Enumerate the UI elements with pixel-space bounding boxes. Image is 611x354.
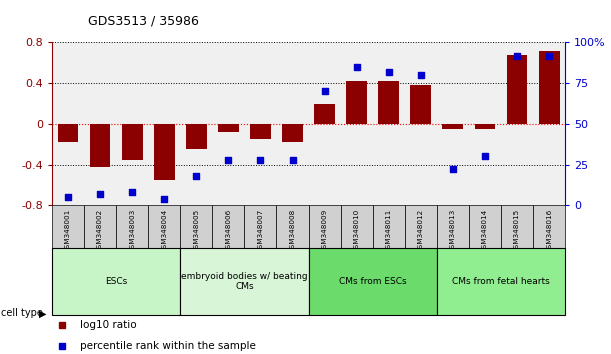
Text: CMs from fetal hearts: CMs from fetal hearts xyxy=(452,277,550,286)
Bar xyxy=(309,205,341,276)
Point xyxy=(127,189,137,195)
Point xyxy=(384,69,393,75)
Bar xyxy=(250,124,271,139)
Bar xyxy=(282,124,303,142)
Point xyxy=(255,157,265,162)
Bar xyxy=(309,248,437,315)
Text: GSM348005: GSM348005 xyxy=(193,209,199,253)
Text: GSM348002: GSM348002 xyxy=(97,209,103,253)
Text: cell type: cell type xyxy=(1,308,43,318)
Bar xyxy=(341,205,373,276)
Bar xyxy=(218,124,239,132)
Text: GDS3513 / 35986: GDS3513 / 35986 xyxy=(88,14,199,27)
Text: GSM348012: GSM348012 xyxy=(418,209,424,253)
Bar xyxy=(116,205,148,276)
Text: GSM348009: GSM348009 xyxy=(321,209,327,253)
Bar xyxy=(180,205,213,276)
Bar xyxy=(501,205,533,276)
Text: embryoid bodies w/ beating
CMs: embryoid bodies w/ beating CMs xyxy=(181,272,308,291)
Point xyxy=(448,167,458,172)
Text: GSM348011: GSM348011 xyxy=(386,209,392,253)
Bar xyxy=(475,124,496,129)
Bar xyxy=(57,124,78,142)
Point xyxy=(352,64,362,70)
Text: GSM348013: GSM348013 xyxy=(450,209,456,253)
Text: percentile rank within the sample: percentile rank within the sample xyxy=(80,341,256,351)
Point xyxy=(544,53,554,58)
Point xyxy=(95,191,105,197)
Bar xyxy=(437,205,469,276)
Bar xyxy=(213,205,244,276)
Bar xyxy=(539,51,560,124)
Bar xyxy=(180,248,309,315)
Bar xyxy=(507,55,527,124)
Text: GSM348014: GSM348014 xyxy=(482,209,488,253)
Text: GSM348007: GSM348007 xyxy=(257,209,263,253)
Point xyxy=(320,88,329,94)
Text: GSM348003: GSM348003 xyxy=(129,209,135,253)
Bar xyxy=(442,124,463,129)
Text: ESCs: ESCs xyxy=(105,277,127,286)
Point xyxy=(480,154,490,159)
Bar xyxy=(52,248,180,315)
Point xyxy=(224,157,233,162)
Bar xyxy=(346,81,367,124)
Point xyxy=(416,72,426,78)
Bar xyxy=(437,248,565,315)
Bar xyxy=(405,205,437,276)
Bar xyxy=(469,205,501,276)
Bar xyxy=(122,124,142,160)
Text: GSM348006: GSM348006 xyxy=(225,209,232,253)
Point xyxy=(191,173,201,179)
Point xyxy=(159,196,169,202)
Bar xyxy=(314,104,335,124)
Bar xyxy=(378,81,399,124)
Bar xyxy=(84,205,116,276)
Text: GSM348010: GSM348010 xyxy=(354,209,360,253)
Point xyxy=(512,53,522,58)
Point xyxy=(63,194,73,200)
Text: GSM348016: GSM348016 xyxy=(546,209,552,253)
Text: GSM348004: GSM348004 xyxy=(161,209,167,253)
Text: log10 ratio: log10 ratio xyxy=(80,320,137,330)
Bar xyxy=(52,205,84,276)
Bar xyxy=(276,205,309,276)
Bar xyxy=(411,85,431,124)
Text: CMs from ESCs: CMs from ESCs xyxy=(339,277,406,286)
Bar xyxy=(154,124,175,180)
Text: GSM348015: GSM348015 xyxy=(514,209,520,253)
Text: ▶: ▶ xyxy=(38,308,46,318)
Text: GSM348001: GSM348001 xyxy=(65,209,71,253)
Bar xyxy=(244,205,277,276)
Bar xyxy=(186,124,207,149)
Bar xyxy=(148,205,180,276)
Text: GSM348008: GSM348008 xyxy=(290,209,296,253)
Point xyxy=(288,157,298,162)
Bar xyxy=(533,205,565,276)
Bar xyxy=(90,124,111,167)
Bar xyxy=(373,205,404,276)
